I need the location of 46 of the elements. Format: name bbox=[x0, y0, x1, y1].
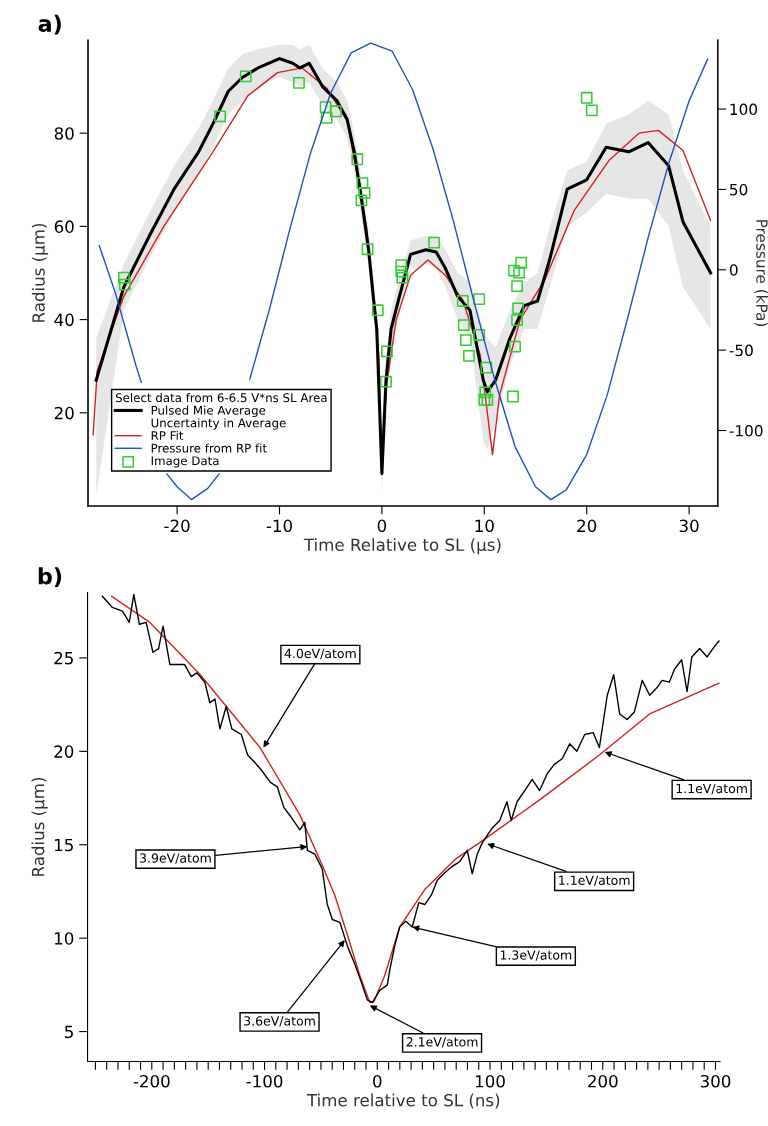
chart-title: a) bbox=[38, 14, 61, 35]
x-tick-label: 100 bbox=[475, 1074, 505, 1088]
y-tick-label: 5 bbox=[65, 1025, 73, 1039]
x-tick-label: -10 bbox=[266, 519, 293, 533]
x-axis-title: Time Relative to SL (µs) bbox=[303, 538, 501, 555]
y2-tick-label: 50 bbox=[730, 183, 748, 196]
x-axis-title: Time relative to SL (ns) bbox=[306, 1093, 500, 1109]
y-tick-label: 80 bbox=[54, 127, 74, 140]
annotation: 1.3eV/atom bbox=[500, 950, 572, 961]
y2-tick-label: -100 bbox=[729, 424, 763, 437]
y-axis-title: Radius (µm) bbox=[31, 223, 49, 322]
annotation: 3.9eV/atom bbox=[140, 853, 211, 864]
chart-title: b) bbox=[38, 567, 62, 588]
legend-label: RP Fit bbox=[151, 430, 184, 440]
x-tick-label: 0 bbox=[373, 1074, 382, 1088]
x-tick-label: 20 bbox=[577, 519, 597, 533]
y2-tick-label: 100 bbox=[730, 103, 758, 116]
legend-title: Select data from 6-6.5 V*ns SL Area bbox=[115, 393, 327, 403]
y-axis-title: Radius (µm) bbox=[31, 777, 48, 876]
legend-label: Pulsed Mie Average bbox=[151, 405, 266, 418]
y-tick-label: 10 bbox=[54, 932, 74, 945]
y-tick-label: 20 bbox=[54, 745, 74, 758]
annotation: Uncertainty in Average bbox=[151, 418, 286, 430]
x-tick-label: 10 bbox=[475, 519, 494, 533]
y-tick-label: 15 bbox=[54, 838, 73, 852]
x-tick-label: 200 bbox=[588, 1074, 618, 1088]
annotation: 1.1eV/atom bbox=[676, 783, 747, 795]
x-tick-label: 0 bbox=[377, 519, 387, 533]
y-tick-label: 25 bbox=[54, 651, 73, 665]
y-tick-label: 60 bbox=[54, 220, 74, 233]
legend-label: Pressure from RP fit bbox=[151, 443, 267, 453]
x-tick-label: -100 bbox=[246, 1074, 283, 1088]
annotation: 2.1eV/atom bbox=[406, 1037, 478, 1048]
annotation: 1.1eV/atom bbox=[559, 875, 630, 886]
y2-tick-label: 0 bbox=[729, 264, 738, 276]
y2-axis-title: Pressure (kPa) bbox=[754, 220, 768, 327]
annotation: 4.0eV/atom bbox=[284, 648, 356, 660]
y-tick-label: 20 bbox=[54, 406, 74, 420]
legend-label: Image Data bbox=[151, 456, 219, 468]
annotation: 3.6eV/atom bbox=[244, 1016, 315, 1027]
x-tick-label: -20 bbox=[164, 519, 190, 533]
y-tick-label: 40 bbox=[54, 313, 74, 327]
x-tick-label: 300 bbox=[700, 1074, 731, 1088]
x-tick-label: 30 bbox=[679, 519, 699, 533]
x-tick-label: -200 bbox=[133, 1074, 170, 1088]
y2-tick-label: -50 bbox=[729, 344, 753, 357]
